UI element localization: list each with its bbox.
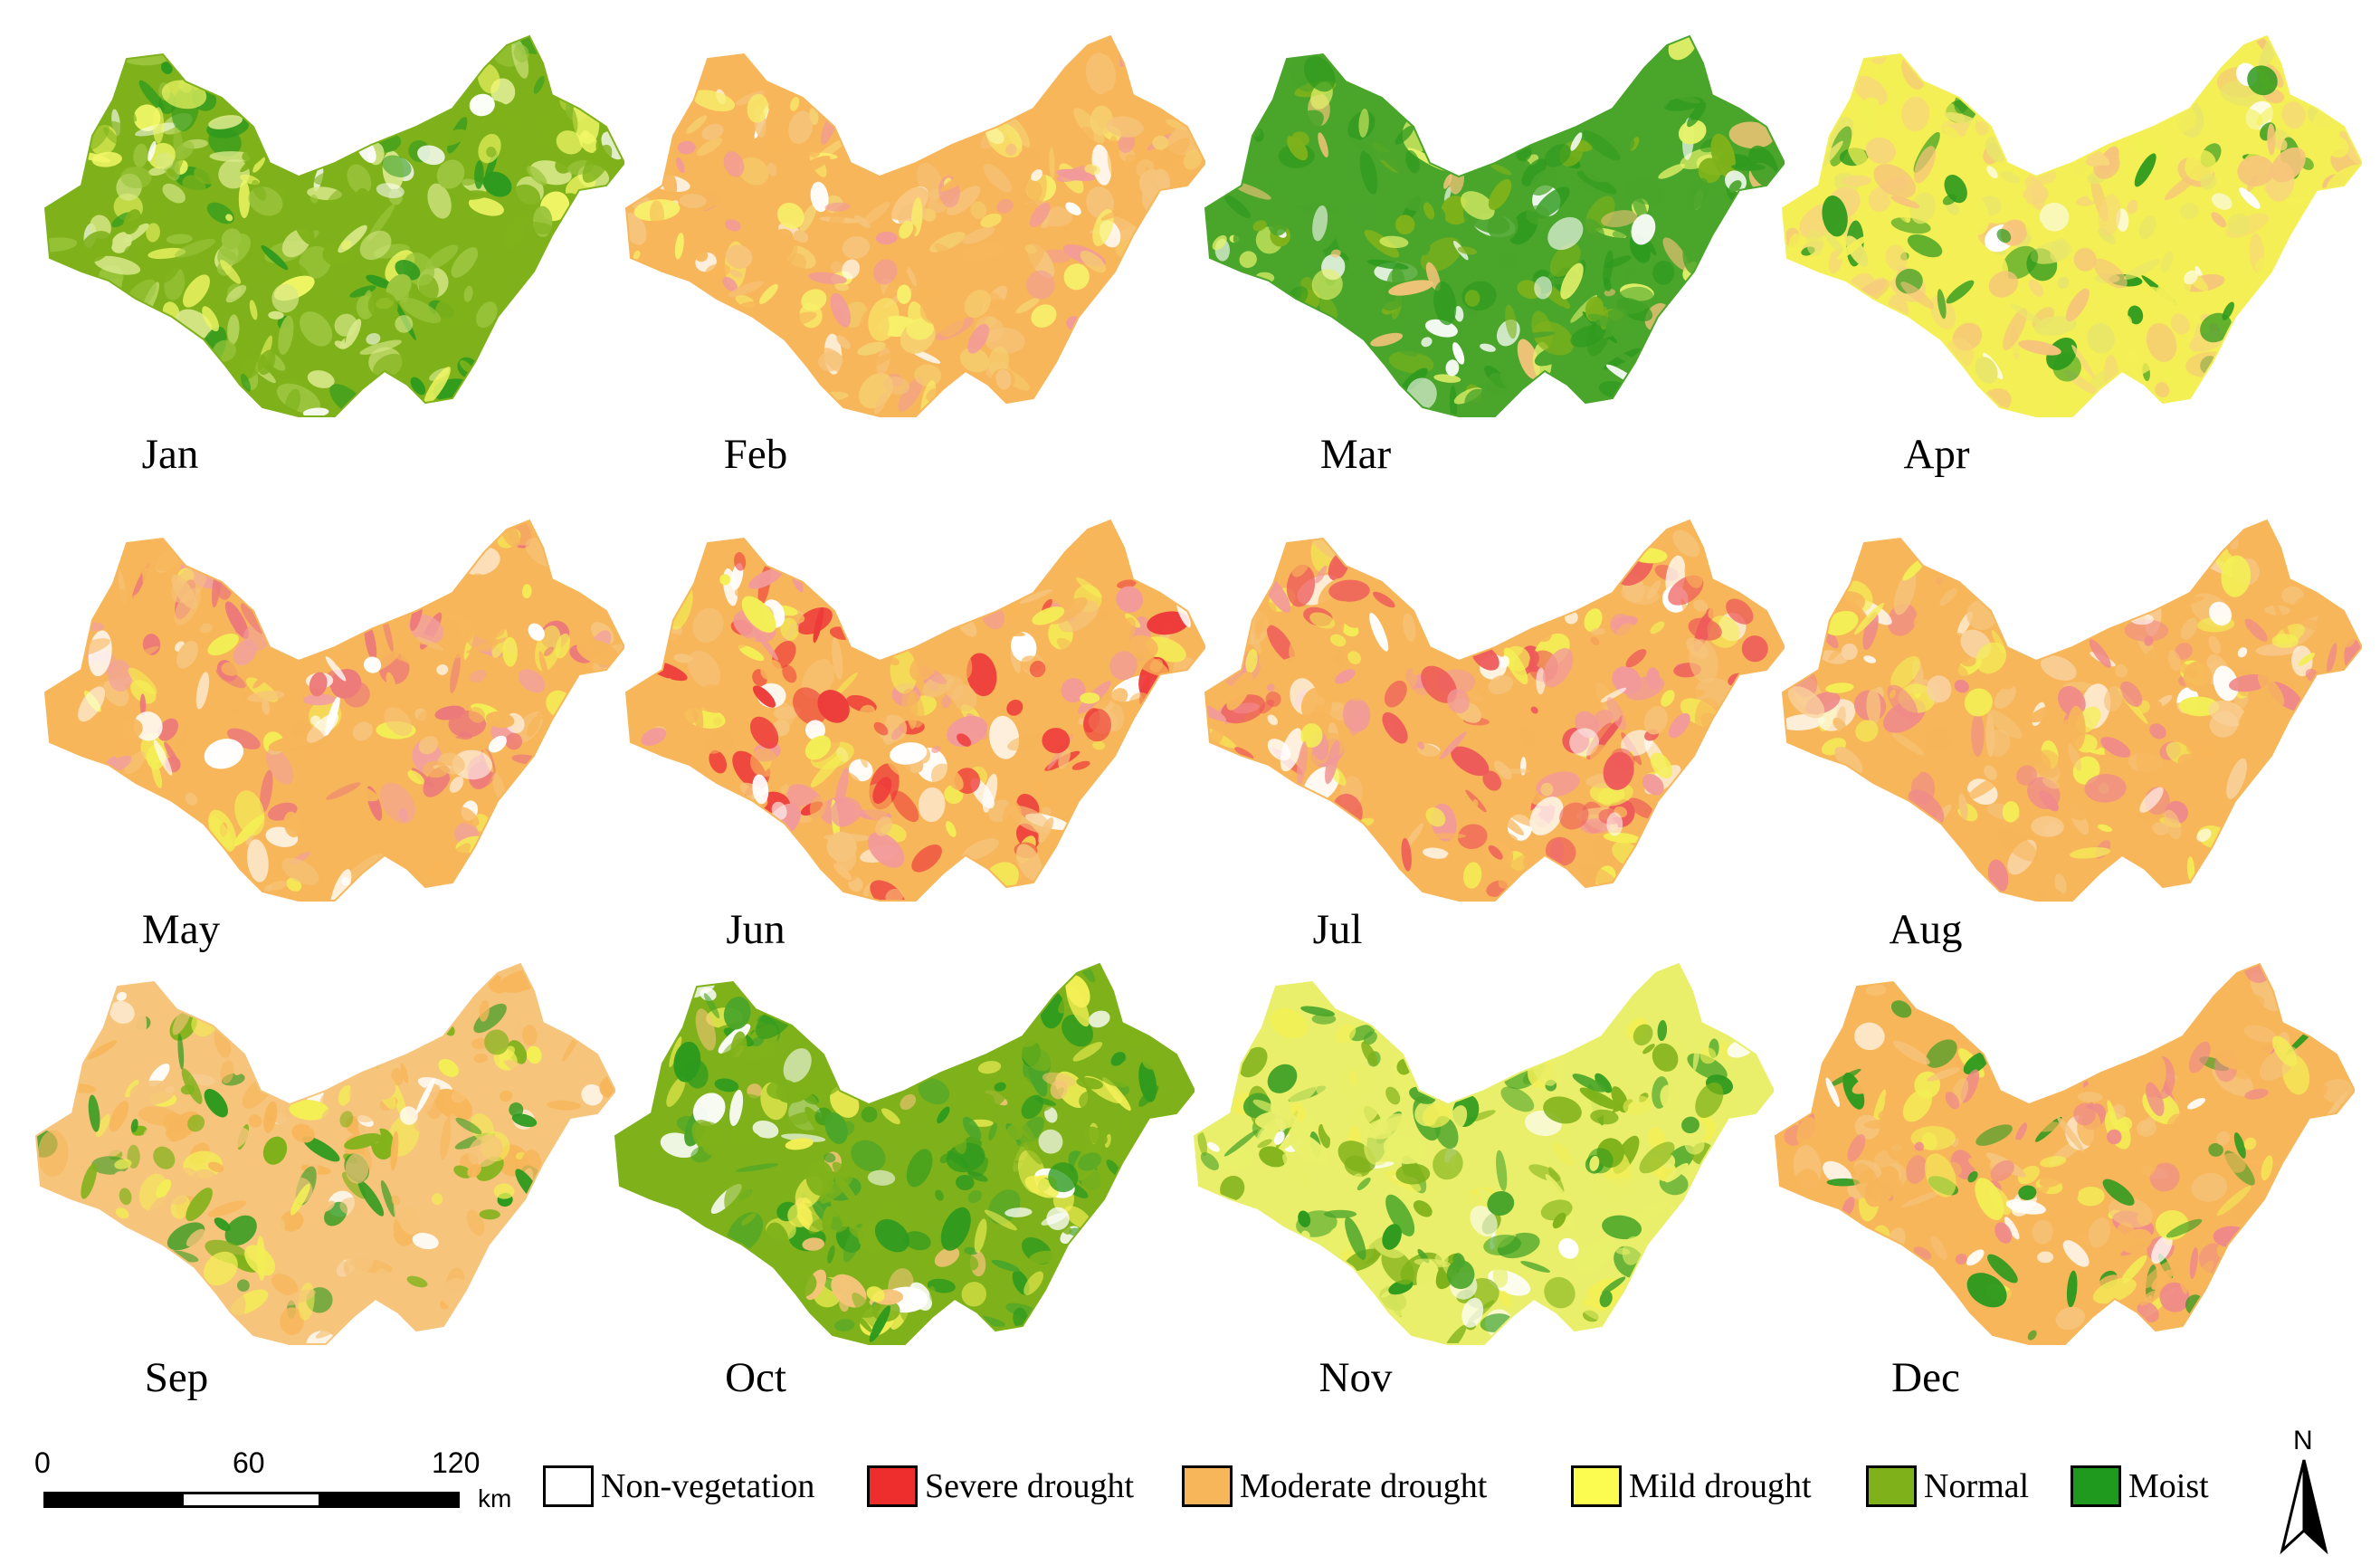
map-outline	[624, 519, 1205, 902]
legend-item-severe-drought: Severe drought	[867, 1463, 1134, 1510]
map-panel-jul	[1187, 511, 1785, 910]
map-panel-may	[27, 511, 624, 910]
drought-map-feb	[624, 34, 1205, 417]
drought-map-jul	[1204, 519, 1785, 902]
month-label-apr: Apr	[1903, 431, 1970, 478]
legend-item-moderate-drought: Moderate drought	[1182, 1463, 1487, 1510]
month-label-jun: Jun	[726, 906, 785, 953]
scale-tick-60: 60	[233, 1446, 265, 1479]
map-outline	[1193, 962, 1774, 1345]
drought-map-jan	[43, 34, 624, 417]
legend-label: Severe drought	[925, 1467, 1135, 1505]
legend-item-moist: Moist	[2071, 1463, 2209, 1510]
month-label-oct: Oct	[725, 1354, 786, 1401]
map-outline	[624, 34, 1205, 417]
scale-segment-2	[181, 1492, 321, 1508]
legend-item-normal: Normal	[1866, 1463, 2029, 1510]
month-label-jul: Jul	[1312, 906, 1363, 953]
north-arrow-icon	[2280, 1459, 2328, 1555]
map-panel-mar	[1187, 27, 1785, 425]
map-panel-nov	[1176, 955, 1774, 1353]
month-label-jan: Jan	[141, 431, 199, 478]
legend-label: Non-vegetation	[601, 1467, 815, 1505]
map-outline	[1781, 34, 2362, 417]
drought-map-apr	[1781, 34, 2362, 417]
legend-label: Moderate drought	[1240, 1467, 1488, 1505]
drought-map-oct	[614, 962, 1195, 1345]
map-outline	[43, 519, 624, 902]
month-label-feb: Feb	[723, 431, 788, 478]
north-arrow: N	[2277, 1426, 2331, 1555]
scale-bar: 0 60 120 km	[34, 1446, 527, 1537]
legend-label: Moist	[2128, 1467, 2209, 1505]
legend-swatch	[1571, 1465, 1622, 1507]
drought-map-aug	[1781, 519, 2362, 902]
scale-tick-120: 120	[432, 1446, 481, 1479]
month-label-nov: Nov	[1319, 1354, 1393, 1401]
map-outline	[43, 34, 624, 417]
drought-map-sep	[34, 962, 615, 1345]
map-panel-oct	[597, 955, 1195, 1353]
map-outline	[1774, 962, 2355, 1345]
scale-unit: km	[478, 1484, 512, 1513]
month-label-may: May	[141, 906, 221, 953]
map-panel-jun	[608, 511, 1205, 910]
legend-swatch	[1866, 1465, 1917, 1507]
legend-label: Mild drought	[1629, 1467, 1812, 1505]
map-outline	[34, 962, 615, 1345]
scale-segment-3	[319, 1492, 460, 1508]
month-label-mar: Mar	[1319, 431, 1392, 478]
scale-tick-0: 0	[34, 1446, 51, 1479]
drought-map-nov	[1193, 962, 1774, 1345]
map-panel-jan	[27, 27, 624, 425]
map-outline	[1781, 519, 2362, 902]
north-label: N	[2293, 1426, 2313, 1455]
legend-swatch	[543, 1465, 594, 1507]
drought-map-dec	[1774, 962, 2355, 1345]
map-panel-sep	[18, 955, 615, 1353]
map-outline	[614, 962, 1195, 1345]
map-panel-feb	[608, 27, 1205, 425]
legend-item-non-vegetation: Non-vegetation	[543, 1463, 814, 1510]
legend-swatch	[867, 1465, 918, 1507]
map-outline	[1204, 519, 1785, 902]
scale-segment-1	[43, 1492, 184, 1508]
legend-swatch	[1182, 1465, 1233, 1507]
month-label-dec: Dec	[1891, 1354, 1960, 1401]
map-outline	[1204, 34, 1785, 417]
map-panel-aug	[1765, 511, 2362, 910]
drought-map-mar	[1204, 34, 1785, 417]
legend-item-mild-drought: Mild drought	[1571, 1463, 1812, 1510]
legend-label: Normal	[1924, 1467, 2030, 1505]
legend-swatch	[2071, 1465, 2121, 1507]
drought-map-jun	[624, 519, 1205, 902]
month-label-aug: Aug	[1889, 906, 1963, 953]
map-panel-apr	[1765, 27, 2362, 425]
drought-map-may	[43, 519, 624, 902]
map-panel-dec	[1757, 955, 2355, 1353]
month-label-sep: Sep	[144, 1354, 209, 1401]
